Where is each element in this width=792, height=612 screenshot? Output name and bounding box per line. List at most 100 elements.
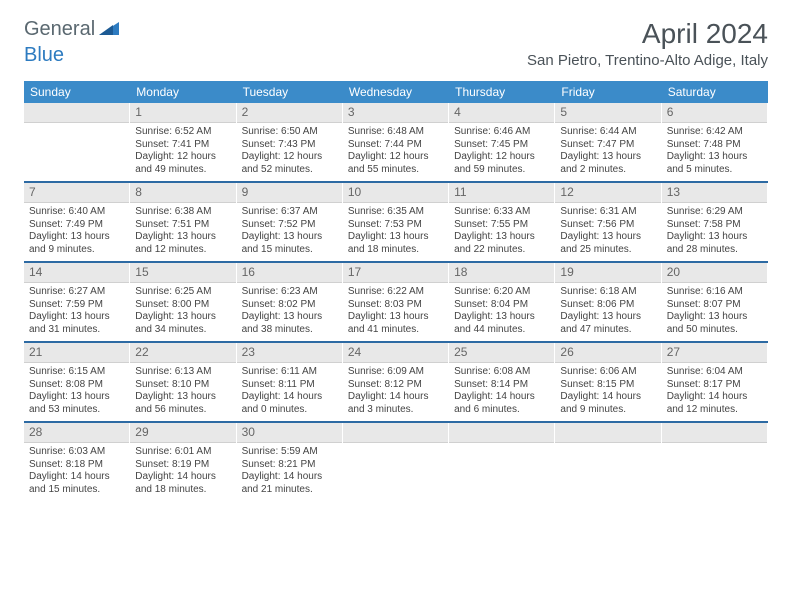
day-header: Friday	[555, 81, 661, 103]
sunrise-text: Sunrise: 6:33 AM	[454, 206, 549, 219]
sunset-text: Sunset: 7:51 PM	[135, 219, 230, 232]
day-number: 25	[449, 343, 554, 363]
cell-body: Sunrise: 6:25 AMSunset: 8:00 PMDaylight:…	[130, 283, 235, 340]
day-header-row: SundayMondayTuesdayWednesdayThursdayFrid…	[24, 81, 768, 103]
day-number: 11	[449, 183, 554, 203]
calendar-cell: 17Sunrise: 6:22 AMSunset: 8:03 PMDayligh…	[343, 263, 449, 341]
calendar-cell	[662, 423, 768, 501]
calendar-cell	[343, 423, 449, 501]
daylight-text: Daylight: 13 hours	[29, 311, 124, 324]
week-row: 21Sunrise: 6:15 AMSunset: 8:08 PMDayligh…	[24, 343, 768, 421]
title-block: April 2024 San Pietro, Trentino-Alto Adi…	[527, 18, 768, 69]
daylight-text: Daylight: 13 hours	[667, 231, 762, 244]
daylight-text: Daylight: 13 hours	[560, 311, 655, 324]
calendar-cell: 29Sunrise: 6:01 AMSunset: 8:19 PMDayligh…	[130, 423, 236, 501]
daylight-text: and 56 minutes.	[135, 404, 230, 417]
cell-body: Sunrise: 6:52 AMSunset: 7:41 PMDaylight:…	[130, 123, 235, 180]
day-header: Thursday	[449, 81, 555, 103]
sunrise-text: Sunrise: 6:44 AM	[560, 126, 655, 139]
sunrise-text: Sunrise: 6:08 AM	[454, 366, 549, 379]
sunrise-text: Sunrise: 6:48 AM	[348, 126, 443, 139]
day-number: 8	[130, 183, 235, 203]
cell-body: Sunrise: 6:48 AMSunset: 7:44 PMDaylight:…	[343, 123, 448, 180]
cell-body: Sunrise: 6:37 AMSunset: 7:52 PMDaylight:…	[237, 203, 342, 260]
daylight-text: and 55 minutes.	[348, 164, 443, 177]
day-header: Tuesday	[237, 81, 343, 103]
cell-body: Sunrise: 6:22 AMSunset: 8:03 PMDaylight:…	[343, 283, 448, 340]
page-header: General April 2024 San Pietro, Trentino-…	[0, 0, 792, 75]
brand-triangle-icon	[99, 19, 119, 40]
daylight-text: and 18 minutes.	[135, 484, 230, 497]
cell-body: Sunrise: 6:46 AMSunset: 7:45 PMDaylight:…	[449, 123, 554, 180]
daylight-text: and 44 minutes.	[454, 324, 549, 337]
daylight-text: Daylight: 13 hours	[135, 391, 230, 404]
daylight-text: Daylight: 13 hours	[348, 311, 443, 324]
calendar-cell: 13Sunrise: 6:29 AMSunset: 7:58 PMDayligh…	[662, 183, 768, 261]
sunrise-text: Sunrise: 6:06 AM	[560, 366, 655, 379]
sunset-text: Sunset: 8:08 PM	[29, 379, 124, 392]
cell-body: Sunrise: 6:09 AMSunset: 8:12 PMDaylight:…	[343, 363, 448, 420]
calendar-cell: 20Sunrise: 6:16 AMSunset: 8:07 PMDayligh…	[662, 263, 768, 341]
calendar-grid: SundayMondayTuesdayWednesdayThursdayFrid…	[24, 81, 768, 501]
cell-body: Sunrise: 6:35 AMSunset: 7:53 PMDaylight:…	[343, 203, 448, 260]
day-number	[24, 103, 129, 123]
day-number: 21	[24, 343, 129, 363]
calendar-cell: 19Sunrise: 6:18 AMSunset: 8:06 PMDayligh…	[555, 263, 661, 341]
daylight-text: Daylight: 13 hours	[454, 231, 549, 244]
day-number: 5	[555, 103, 660, 123]
day-number: 6	[662, 103, 767, 123]
sunset-text: Sunset: 7:47 PM	[560, 139, 655, 152]
calendar-cell: 23Sunrise: 6:11 AMSunset: 8:11 PMDayligh…	[237, 343, 343, 421]
cell-body: Sunrise: 6:01 AMSunset: 8:19 PMDaylight:…	[130, 443, 235, 500]
daylight-text: Daylight: 14 hours	[29, 471, 124, 484]
day-number: 20	[662, 263, 767, 283]
day-number: 16	[237, 263, 342, 283]
daylight-text: and 18 minutes.	[348, 244, 443, 257]
day-number: 2	[237, 103, 342, 123]
cell-body: Sunrise: 6:40 AMSunset: 7:49 PMDaylight:…	[24, 203, 129, 260]
daylight-text: Daylight: 14 hours	[667, 391, 762, 404]
day-number: 18	[449, 263, 554, 283]
sunset-text: Sunset: 7:48 PM	[667, 139, 762, 152]
day-header: Saturday	[662, 81, 768, 103]
sunset-text: Sunset: 8:06 PM	[560, 299, 655, 312]
daylight-text: and 3 minutes.	[348, 404, 443, 417]
daylight-text: Daylight: 12 hours	[348, 151, 443, 164]
cell-body: Sunrise: 6:03 AMSunset: 8:18 PMDaylight:…	[24, 443, 129, 500]
daylight-text: Daylight: 14 hours	[242, 391, 337, 404]
day-number: 26	[555, 343, 660, 363]
daylight-text: and 0 minutes.	[242, 404, 337, 417]
daylight-text: and 34 minutes.	[135, 324, 230, 337]
daylight-text: and 12 minutes.	[667, 404, 762, 417]
sunset-text: Sunset: 8:07 PM	[667, 299, 762, 312]
calendar-cell	[555, 423, 661, 501]
calendar-cell: 8Sunrise: 6:38 AMSunset: 7:51 PMDaylight…	[130, 183, 236, 261]
calendar-cell: 3Sunrise: 6:48 AMSunset: 7:44 PMDaylight…	[343, 103, 449, 181]
daylight-text: and 28 minutes.	[667, 244, 762, 257]
brand-logo: General	[24, 18, 121, 41]
sunset-text: Sunset: 8:15 PM	[560, 379, 655, 392]
sunrise-text: Sunrise: 6:20 AM	[454, 286, 549, 299]
sunrise-text: Sunrise: 6:16 AM	[667, 286, 762, 299]
day-number: 9	[237, 183, 342, 203]
sunrise-text: Sunrise: 6:03 AM	[29, 446, 124, 459]
day-header: Monday	[130, 81, 236, 103]
sunset-text: Sunset: 7:44 PM	[348, 139, 443, 152]
sunrise-text: Sunrise: 6:46 AM	[454, 126, 549, 139]
sunrise-text: Sunrise: 6:22 AM	[348, 286, 443, 299]
cell-body: Sunrise: 6:18 AMSunset: 8:06 PMDaylight:…	[555, 283, 660, 340]
sunset-text: Sunset: 8:19 PM	[135, 459, 230, 472]
daylight-text: and 53 minutes.	[29, 404, 124, 417]
week-row: 28Sunrise: 6:03 AMSunset: 8:18 PMDayligh…	[24, 423, 768, 501]
cell-body: Sunrise: 6:50 AMSunset: 7:43 PMDaylight:…	[237, 123, 342, 180]
day-number: 23	[237, 343, 342, 363]
calendar-cell: 14Sunrise: 6:27 AMSunset: 7:59 PMDayligh…	[24, 263, 130, 341]
daylight-text: Daylight: 13 hours	[667, 151, 762, 164]
cell-body: Sunrise: 6:20 AMSunset: 8:04 PMDaylight:…	[449, 283, 554, 340]
daylight-text: Daylight: 13 hours	[348, 231, 443, 244]
sunrise-text: Sunrise: 6:29 AM	[667, 206, 762, 219]
day-number: 14	[24, 263, 129, 283]
daylight-text: and 25 minutes.	[560, 244, 655, 257]
calendar-cell: 30Sunrise: 5:59 AMSunset: 8:21 PMDayligh…	[237, 423, 343, 501]
calendar-cell: 6Sunrise: 6:42 AMSunset: 7:48 PMDaylight…	[662, 103, 768, 181]
